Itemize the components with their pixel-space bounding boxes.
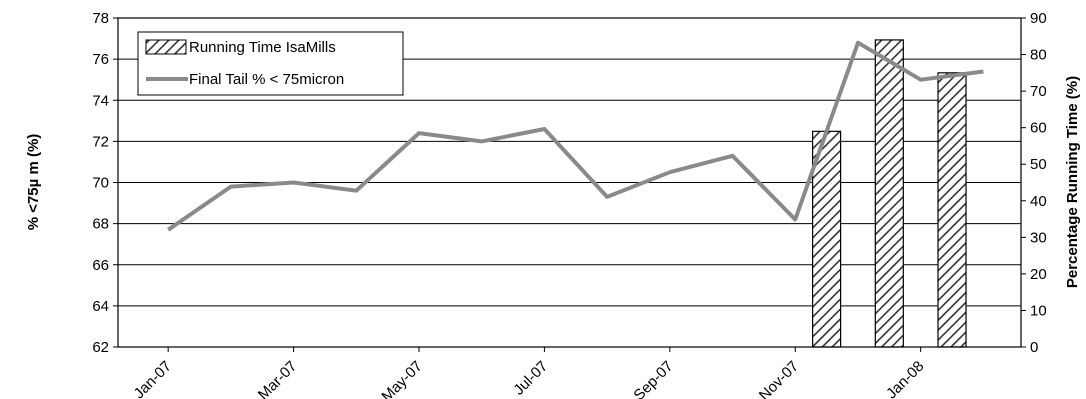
right-tick-label-7: 70: [1030, 83, 1047, 100]
x-axis-ticks: Jan-07 Mar-07 May-07 Jul-07 Sep-07 Nov-07 Jan-…: [131, 347, 927, 399]
right-tick-label-0: 0: [1030, 339, 1038, 356]
x-tick-label-5: Nov-07: [756, 358, 802, 399]
right-axis-label: Percentage Running Time (%): [1064, 76, 1081, 288]
right-tick-label-1: 10: [1030, 302, 1047, 319]
left-tick-label-8: 78: [92, 10, 109, 27]
right-tick-label-4: 40: [1030, 193, 1047, 210]
left-axis-ticks: 62 64 66 68 70 72 74 76 78: [92, 10, 118, 356]
right-tick-label-2: 20: [1030, 266, 1047, 283]
left-tick-label-4: 70: [92, 175, 109, 192]
right-tick-label-3: 30: [1030, 229, 1047, 246]
left-tick-label-0: 62: [92, 339, 109, 356]
x-tick-label-4: Sep-07: [630, 358, 676, 399]
right-axis-ticks: 0 10 20 30 40 50 60 70 80 90: [1021, 10, 1047, 356]
right-tick-label-8: 80: [1030, 47, 1047, 64]
x-tick-label-1: Mar-07: [255, 358, 301, 399]
x-tick-label-0: Jan-07: [131, 358, 175, 399]
right-tick-label-9: 90: [1030, 10, 1047, 27]
right-tick-label-5: 50: [1030, 156, 1047, 173]
left-tick-label-1: 64: [92, 298, 109, 315]
legend-line-label: Final Tail % < 75micron: [189, 71, 344, 88]
left-tick-label-3: 68: [92, 216, 109, 233]
legend-bar-swatch: [145, 39, 187, 55]
bar-1: [874, 39, 904, 348]
final-tail-line: [167, 40, 984, 232]
legend-bar-label: Running Time IsaMills: [189, 39, 336, 56]
left-tick-label-2: 66: [92, 257, 109, 274]
x-tick-label-3: Jul-07: [510, 358, 551, 399]
bar-2: [937, 72, 967, 348]
left-tick-label-6: 74: [92, 92, 109, 109]
right-tick-label-6: 60: [1030, 120, 1047, 137]
legend: Running Time IsaMills Final Tail % < 75m…: [137, 31, 404, 96]
x-tick-label-2: May-07: [378, 358, 425, 399]
left-tick-label-5: 72: [92, 133, 109, 150]
left-tick-label-7: 76: [92, 51, 109, 68]
left-axis-label: % <75µ m (%): [25, 134, 42, 231]
x-tick-label-6: Jan-08: [883, 358, 927, 399]
